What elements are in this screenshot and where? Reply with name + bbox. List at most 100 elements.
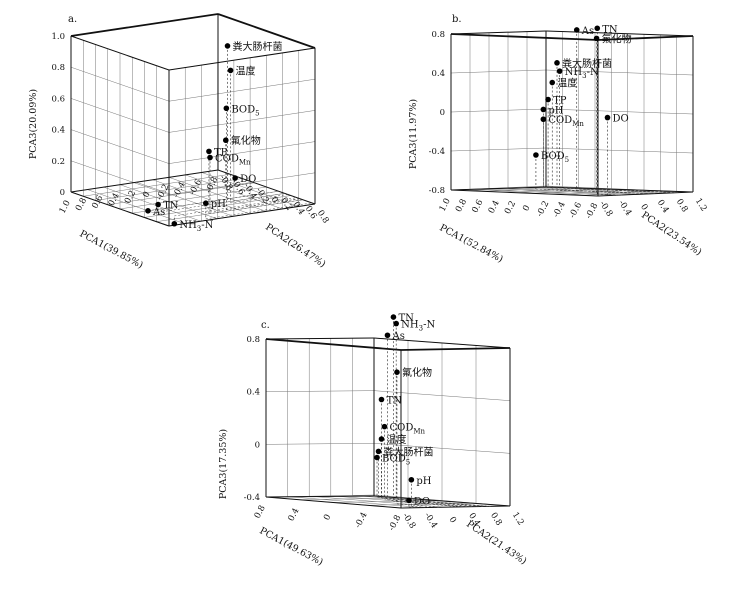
data-label: BOD5 bbox=[541, 151, 569, 164]
data-label: DO bbox=[414, 496, 430, 507]
tick-labels: -0.8-0.400.40.8 -0.8 -0.4 0 0.4 0.8 1.2-0.400.… bbox=[244, 335, 526, 533]
box-edge bbox=[373, 337, 511, 349]
data-label: 氟化物 bbox=[602, 32, 632, 45]
data-point bbox=[223, 105, 230, 112]
grid-line-floor bbox=[516, 188, 612, 193]
z-tick-label: 0.8 bbox=[51, 63, 65, 73]
grid-line-wall bbox=[70, 98, 170, 133]
data-label: NH3-N bbox=[179, 220, 213, 233]
x-tick-label: -0.4 bbox=[353, 511, 370, 530]
drop-line bbox=[230, 194, 288, 204]
box-frame bbox=[450, 30, 694, 197]
data-point bbox=[224, 43, 231, 49]
box-edge bbox=[265, 496, 402, 509]
drop-line bbox=[225, 182, 255, 188]
z-tick-label: 0 bbox=[440, 108, 445, 118]
data-point bbox=[540, 116, 547, 123]
data-point bbox=[384, 332, 391, 339]
data-point bbox=[394, 369, 400, 375]
x-tick-label: 0.6 bbox=[470, 198, 485, 215]
data-point bbox=[207, 154, 213, 161]
x-axis-title: PCA1(39.85%) bbox=[78, 228, 145, 271]
x-tick-label: 0 bbox=[322, 513, 333, 522]
grid-lines bbox=[265, 337, 511, 509]
z-tick-label: 0 bbox=[60, 188, 65, 198]
data-point bbox=[556, 68, 563, 74]
data-label: TN bbox=[163, 201, 179, 212]
grid-line-floor bbox=[488, 188, 637, 195]
data-point bbox=[381, 423, 388, 430]
box-edge-top bbox=[400, 347, 511, 351]
z-tick-label: 0.8 bbox=[246, 335, 260, 345]
data-point bbox=[604, 114, 611, 121]
tick-labels: -0.8-0.6-0.4-0.200.20.40.60.81.0-0.8-0.6… bbox=[51, 32, 330, 225]
data-point bbox=[155, 201, 161, 208]
box-edge bbox=[168, 203, 316, 227]
box-edge-top bbox=[217, 13, 316, 49]
grid-line-floor bbox=[119, 186, 267, 210]
data-label: 氟化物 bbox=[402, 366, 432, 379]
data-point bbox=[545, 96, 551, 103]
data-point bbox=[232, 175, 238, 181]
z-tick-label: -0.4 bbox=[244, 493, 260, 503]
data-point bbox=[378, 396, 385, 403]
grid-line-wall bbox=[265, 390, 375, 392]
drop-line bbox=[205, 202, 313, 220]
drop-line bbox=[596, 194, 618, 196]
box-edge bbox=[70, 35, 170, 71]
x-tick-label: 0.6 bbox=[90, 194, 105, 211]
y-tick-label: -0.4 bbox=[422, 511, 439, 530]
box-edge bbox=[545, 186, 694, 193]
chart-panel-1: -0.8-0.6-0.4-0.200.20.40.60.81.0-0.8-0.6… bbox=[28, 13, 331, 271]
data-label: As bbox=[152, 207, 165, 218]
grid-line-floor bbox=[287, 496, 423, 508]
z-axis-title: PCA3(17.35%) bbox=[218, 429, 229, 499]
data-point bbox=[375, 448, 382, 455]
data-label: pH bbox=[211, 199, 226, 210]
data-point bbox=[145, 208, 151, 214]
box-edge-top bbox=[70, 13, 219, 37]
drop-line bbox=[174, 197, 297, 217]
drop-line bbox=[548, 187, 679, 193]
z-axis-title: PCA3(11.97%) bbox=[408, 99, 419, 169]
data-point bbox=[206, 148, 212, 155]
drop-line bbox=[396, 503, 440, 508]
drop-line bbox=[384, 498, 478, 507]
y-tick-label: 0 bbox=[269, 195, 280, 205]
data-point bbox=[573, 27, 580, 33]
grid-line-wall bbox=[168, 78, 316, 102]
drop-line bbox=[535, 188, 651, 195]
y-tick-label: 0.4 bbox=[655, 198, 671, 215]
z-tick-label: 0.6 bbox=[51, 94, 65, 104]
grid-line-wall bbox=[168, 172, 316, 196]
data-label: As bbox=[391, 331, 404, 342]
z-tick-label: -0.4 bbox=[429, 147, 445, 157]
x-tick-label: 1.0 bbox=[438, 197, 453, 214]
z-tick-label: -0.8 bbox=[429, 186, 445, 196]
data-label: CODMn bbox=[548, 115, 584, 128]
z-tick-label: 0.4 bbox=[431, 69, 445, 79]
z-tick-label: 1.0 bbox=[51, 32, 65, 42]
drop-line bbox=[158, 193, 285, 213]
data-label: NH3-N bbox=[401, 320, 435, 333]
data-label: BOD5 bbox=[231, 104, 259, 117]
grid-line-wall bbox=[450, 108, 547, 113]
x-tick-label: -0.4 bbox=[551, 200, 568, 219]
data-label: 温度 bbox=[236, 64, 256, 77]
y-tick-label: 0 bbox=[447, 515, 458, 525]
data-point bbox=[408, 476, 415, 483]
data-point bbox=[222, 137, 229, 144]
tick-labels: -0.8-0.6-0.4-0.200.20.40.60.81.0 -0.8 -0.4… bbox=[429, 30, 709, 221]
data-label: 粪大肠杆菌 bbox=[562, 57, 612, 70]
grid-line-wall bbox=[168, 110, 316, 133]
z-tick-label: 0.8 bbox=[431, 30, 445, 40]
x-tick-label: 1.0 bbox=[58, 199, 73, 216]
grid-line-floor bbox=[499, 187, 596, 193]
grid-line-wall bbox=[70, 160, 170, 196]
box-edge bbox=[450, 186, 547, 191]
grid-line-wall bbox=[265, 443, 375, 445]
data-label: CODMn bbox=[389, 423, 425, 436]
box-edge bbox=[545, 30, 694, 37]
